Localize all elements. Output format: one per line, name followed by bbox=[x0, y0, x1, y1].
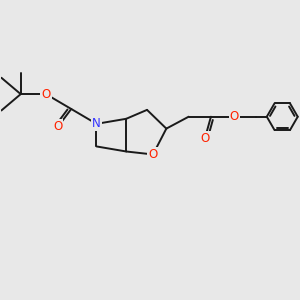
Text: O: O bbox=[41, 88, 51, 100]
Text: O: O bbox=[230, 110, 239, 123]
Text: O: O bbox=[53, 120, 62, 133]
Text: N: N bbox=[92, 117, 101, 130]
Text: O: O bbox=[200, 132, 210, 145]
Text: O: O bbox=[148, 148, 158, 161]
